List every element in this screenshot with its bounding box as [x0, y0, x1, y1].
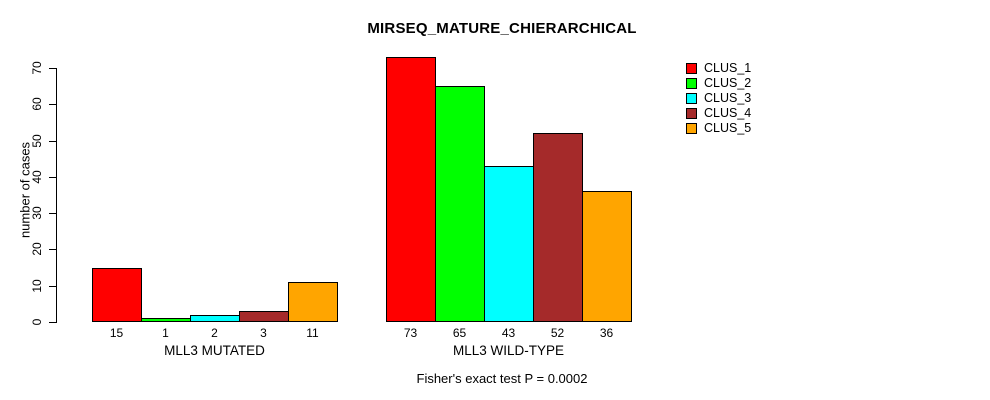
bar-value-label: 3: [260, 326, 267, 340]
legend-swatch-clus_1: [686, 63, 697, 74]
y-axis-tick: [49, 104, 56, 106]
group-label-1: MLL3 MUTATED: [164, 343, 265, 358]
bar-value-label: 15: [109, 326, 124, 340]
legend-swatch-clus_3: [686, 93, 697, 104]
bar-clus_1-group1: [92, 268, 142, 322]
legend-item-clus_4: CLUS_4: [686, 106, 751, 121]
y-axis-tick: [49, 68, 56, 69]
legend-swatch-clus_5: [686, 123, 697, 134]
bar-clus_3-group1: [190, 315, 240, 322]
bar-clus_5-group1: [288, 282, 338, 322]
legend-item-clus_1: CLUS_1: [686, 61, 751, 76]
y-axis-tick-label: 10: [30, 279, 44, 293]
bar-clus_2-group2: [435, 86, 485, 322]
legend-item-clus_2: CLUS_2: [686, 76, 751, 91]
y-axis-tick: [49, 213, 56, 215]
legend-item-clus_3: CLUS_3: [686, 91, 751, 106]
legend-label-clus_5: CLUS_5: [704, 121, 752, 135]
bar-clus_3-group2: [484, 166, 534, 322]
y-axis-tick-label: 30: [30, 206, 44, 220]
y-axis-tick-label: 40: [30, 170, 44, 184]
bar-value-label: 2: [211, 326, 218, 340]
y-axis-tick-label: 60: [30, 97, 44, 111]
y-axis-tick: [49, 140, 56, 142]
bar-value-label: 43: [501, 326, 516, 340]
legend-swatch-clus_4: [686, 108, 697, 119]
annotation-fishers-test: Fisher's exact test P = 0.0002: [416, 371, 588, 386]
bar-value-label: 1: [162, 326, 169, 340]
y-axis-tick-label: 50: [30, 133, 44, 148]
y-axis-tick-label: 20: [30, 242, 44, 257]
legend-label-clus_2: CLUS_2: [704, 76, 752, 90]
legend-label-clus_1: CLUS_1: [704, 61, 752, 75]
legend-item-clus_5: CLUS_5: [686, 121, 751, 136]
y-axis-line: [56, 68, 57, 323]
y-axis-tick: [49, 176, 56, 178]
y-axis-tick: [49, 285, 56, 287]
y-axis-tick-label: 70: [30, 61, 44, 75]
chart-title: MIRSEQ_MATURE_CHIERARCHICAL: [367, 20, 637, 37]
legend-swatch-clus_2: [686, 78, 697, 89]
y-axis-tick: [49, 322, 56, 323]
bar-clus_2-group1: [141, 318, 191, 322]
bar-value-label: 65: [452, 326, 467, 340]
legend-label-clus_3: CLUS_3: [704, 91, 752, 105]
bar-value-label: 52: [550, 326, 565, 340]
legend: CLUS_1 CLUS_2 CLUS_3 CLUS_4 CLUS_5: [686, 61, 751, 136]
group-label-2: MLL3 WILD-TYPE: [452, 343, 565, 358]
bar-clus_4-group1: [239, 311, 289, 322]
bar-clus_4-group2: [533, 133, 583, 322]
bar-value-label: 11: [306, 326, 319, 340]
bar-value-label: 36: [599, 326, 614, 340]
legend-label-clus_4: CLUS_4: [704, 106, 752, 120]
y-axis-tick-label: 0: [30, 318, 44, 326]
bar-clus_1-group2: [386, 57, 436, 322]
y-axis-tick: [49, 249, 56, 251]
bar-value-label: 73: [403, 326, 418, 340]
bar-clus_5-group2: [582, 191, 632, 322]
